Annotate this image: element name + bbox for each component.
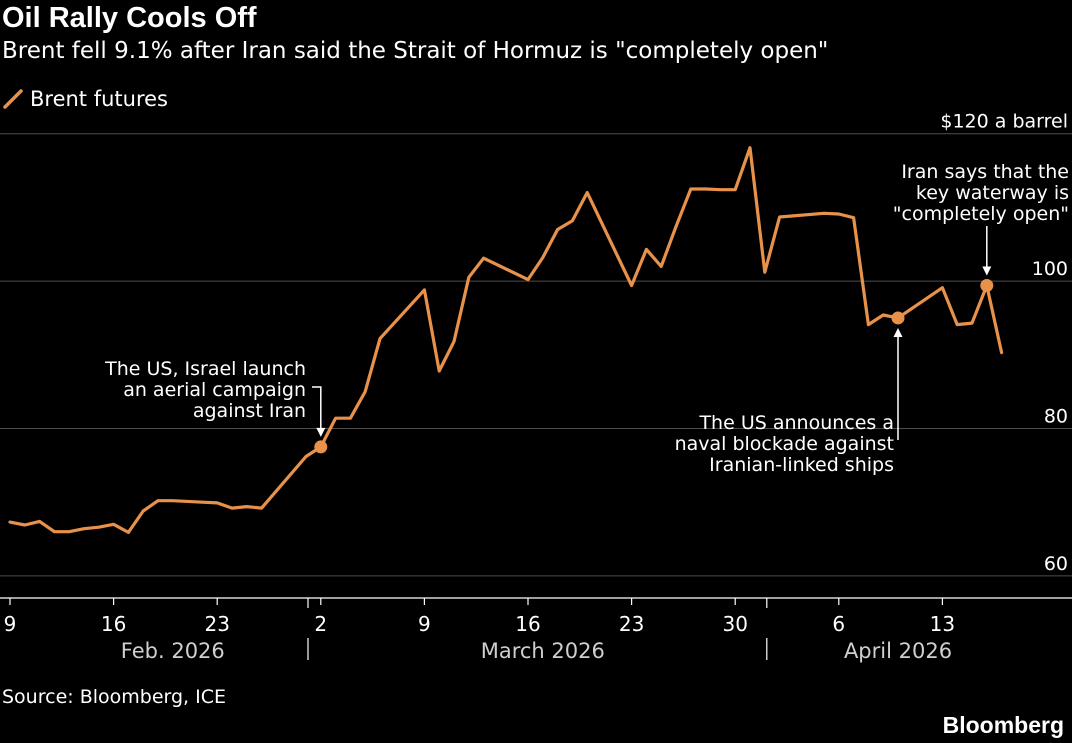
legend: Brent futures [2,87,168,111]
annotation-text: key waterway is [916,182,1069,204]
x-tick-label: 16 [101,612,126,636]
annotation-arrow [893,327,903,337]
x-tick-label: 23 [204,612,229,636]
y-tick-label: 100 [1032,258,1068,280]
annotation-arrow [982,266,992,276]
annotation-text: "completely open" [893,203,1069,225]
chart-title: Oil Rally Cools Off [2,2,257,34]
annotation-text: naval blockade against [675,433,894,455]
annotation-text: against Iran [193,400,306,422]
annotation-text: Iran says that the [901,161,1069,183]
x-tick-label: 13 [930,612,955,636]
x-tick-label: 30 [722,612,747,636]
annotation-text: The US announces a [698,412,894,434]
chart-subtitle: Brent fell 9.1% after Iran said the Stra… [2,38,829,64]
annotation-text: Iranian-linked ships [709,454,894,476]
x-tick-label: 23 [619,612,644,636]
month-label: March 2026 [481,639,605,663]
y-tick-label: 80 [1044,405,1068,427]
event-marker [980,279,994,293]
annotation-leader [312,386,322,433]
event-marker [891,311,905,325]
x-tick-label: 2 [314,612,327,636]
month-label: April 2026 [844,639,952,663]
event-marker [314,440,328,454]
bloomberg-logo: Bloomberg [942,712,1064,738]
annotation-arrow [316,427,326,437]
source-note: Source: Bloomberg, ICE [2,686,227,708]
annotation-text: an aerial campaign [123,379,306,401]
legend-line-icon [3,89,23,109]
x-tick-label: 6 [832,612,845,636]
x-tick-label: 9 [418,612,431,636]
y-tick-label: $120 a barrel [940,111,1068,133]
month-label: Feb. 2026 [121,639,225,663]
y-tick-label: 60 [1044,553,1068,575]
x-tick-label: 9 [4,612,17,636]
brent-futures-line [8,146,1004,535]
annotation-text: The US, Israel launch [104,358,306,380]
x-tick-label: 16 [515,612,540,636]
legend-label: Brent futures [30,87,168,111]
